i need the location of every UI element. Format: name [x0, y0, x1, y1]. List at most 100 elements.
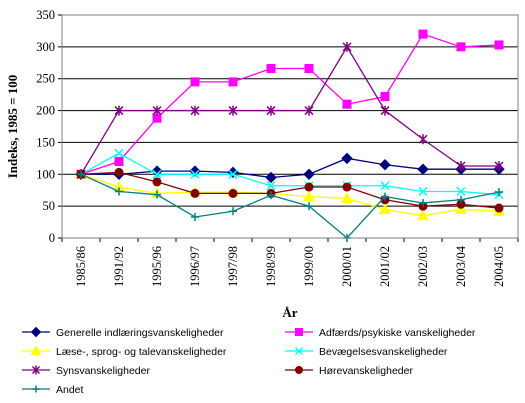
legend-label: Synsvanskeligheder	[56, 365, 150, 377]
x-tick-label: 1998/99	[264, 246, 278, 287]
data-point	[295, 366, 303, 374]
data-point	[494, 203, 504, 213]
series-line	[80, 173, 500, 217]
x-axis-ticks: 1985/86 1991/92 1995/96 1996/97 1997/98 1998/…	[61, 238, 519, 287]
legend: Generelle indlæringsvanskeligheder Adfærd…	[22, 326, 476, 396]
y-tick-label: 250	[36, 72, 55, 86]
x-tick-label: 2001/02	[378, 246, 392, 287]
data-point	[114, 167, 124, 177]
data-point	[380, 181, 390, 191]
data-point	[190, 77, 200, 87]
series-line	[80, 33, 500, 175]
y-tick-label: 200	[36, 104, 55, 118]
data-point	[152, 105, 162, 116]
data-point	[380, 92, 390, 102]
data-point	[77, 170, 85, 179]
data-point	[380, 105, 390, 116]
legend-item: Hørevanskeligheder	[285, 365, 413, 377]
x-tick-label: 2003/04	[454, 245, 468, 287]
legend-label: Læse-, sprog- og talevanskeligheder	[56, 346, 227, 358]
x-tick-label: 1991/92	[112, 246, 126, 287]
data-point	[494, 40, 504, 50]
data-point	[152, 169, 162, 179]
data-point	[304, 105, 314, 116]
legend-label: Bevægelsesvanskeligheder	[319, 346, 448, 358]
data-point	[495, 188, 503, 197]
x-axis-title: År	[282, 305, 297, 320]
data-point	[381, 192, 389, 201]
legend-label: Hørevanskeligheder	[319, 365, 413, 377]
data-point	[417, 163, 429, 175]
gridlines	[62, 46, 518, 207]
data-point	[114, 105, 124, 116]
x-tick-label: 1985/86	[74, 246, 88, 287]
data-point	[267, 191, 275, 200]
data-point	[152, 177, 162, 187]
data-point	[418, 134, 428, 145]
data-point	[228, 188, 238, 198]
y-tick-label: 150	[36, 135, 55, 149]
legend-item: Synsvanskeligheder	[22, 365, 150, 377]
legend-label: Andet	[56, 384, 84, 396]
data-point	[190, 169, 200, 179]
y-tick-label: 0	[49, 231, 55, 245]
y-tick-label: 50	[43, 199, 56, 213]
data-point	[228, 105, 238, 116]
data-point	[32, 385, 40, 393]
data-point	[191, 212, 199, 221]
data-point	[456, 161, 466, 172]
data-point	[265, 171, 277, 184]
data-point	[30, 326, 42, 338]
series-7	[77, 170, 503, 242]
legend-item: Adfærds/psykiske vanskeligheder	[285, 327, 476, 339]
series-line	[80, 45, 499, 175]
data-point	[418, 29, 428, 39]
data-point	[114, 157, 124, 167]
x-tick-label: 1999/00	[302, 246, 316, 287]
series-2	[76, 29, 504, 179]
data-point	[342, 182, 352, 192]
data-point	[189, 165, 201, 177]
data-point	[304, 64, 314, 74]
legend-label: Generelle indlæringsvanskeligheder	[56, 327, 224, 339]
data-point	[30, 345, 42, 355]
data-point	[341, 152, 353, 165]
series-line	[80, 152, 500, 196]
data-point	[304, 182, 314, 192]
x-tick-label: 2002/03	[416, 246, 430, 287]
data-point	[342, 41, 352, 52]
x-tick-label: 2000/01	[340, 246, 354, 287]
y-tick-label: 300	[36, 40, 55, 54]
data-point	[456, 186, 466, 197]
data-point	[494, 161, 504, 172]
y-axis-ticks: 0 50 100 150 200 250 300 350	[36, 8, 62, 245]
data-point	[342, 99, 352, 109]
series-line	[81, 157, 499, 179]
data-point	[190, 188, 200, 198]
y-tick-label: 350	[36, 8, 55, 22]
data-point	[228, 77, 238, 87]
x-tick-label: 1997/98	[226, 246, 240, 287]
data-point	[295, 328, 303, 336]
data-point	[115, 187, 123, 196]
data-point	[303, 168, 315, 180]
series-3	[75, 168, 505, 221]
data-point	[266, 181, 276, 191]
data-point	[228, 169, 238, 179]
plot-area-frame	[61, 14, 519, 239]
data-point	[190, 105, 200, 116]
data-point	[419, 198, 427, 207]
data-point	[417, 209, 429, 221]
legend-item: Generelle indlæringsvanskeligheder	[22, 326, 224, 339]
y-axis-title: Indeks, 1985 = 100	[5, 75, 20, 179]
data-point	[229, 207, 237, 216]
data-point	[266, 105, 276, 116]
data-point	[456, 42, 466, 52]
data-point	[114, 148, 124, 158]
x-tick-label: 2004/05	[492, 246, 506, 287]
series-line	[80, 171, 500, 209]
series-line	[80, 173, 500, 239]
legend-label: Adfærds/psykiske vanskeligheder	[319, 327, 476, 339]
data-point	[457, 195, 465, 204]
x-tick-label: 1995/96	[150, 246, 164, 287]
